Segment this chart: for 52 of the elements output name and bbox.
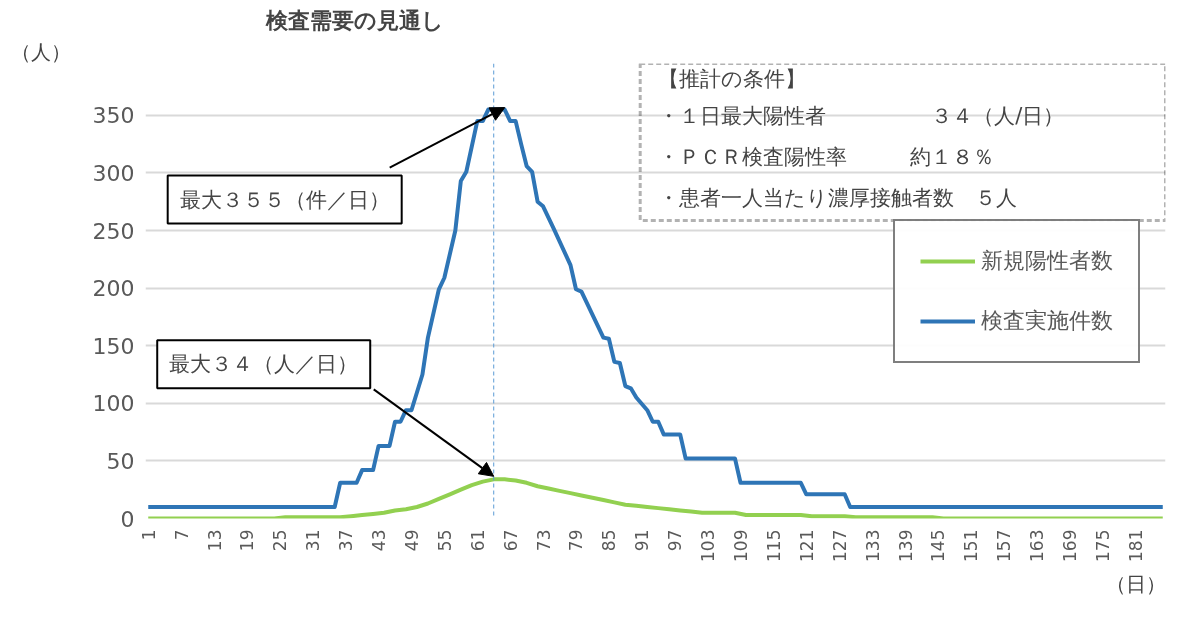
x-tick-label: 145: [928, 529, 949, 562]
x-tick-label: 151: [961, 529, 982, 562]
x-tick-label: 37: [336, 529, 357, 552]
x-axis-title: （日）: [1105, 571, 1166, 596]
y-tick-label: 150: [92, 333, 135, 359]
line-series: [146, 107, 1165, 509]
y-axis-title: （人）: [10, 39, 71, 64]
x-tick-label: 7: [171, 529, 192, 541]
x-tick-label: 19: [237, 529, 258, 552]
annotation: ・ＰＣＲ検査陽性率 約１８％: [658, 144, 995, 169]
x-tick-label: 97: [665, 529, 686, 552]
x-tick-label: 25: [270, 529, 291, 552]
x-tick-label: 109: [731, 529, 751, 562]
y-tick-label: 300: [92, 160, 135, 186]
x-tick-label: 157: [994, 529, 1015, 562]
chart-title: 検査需要の見通し: [264, 7, 444, 33]
x-tick-label: 61: [467, 529, 488, 552]
annotation: ・患者一人当たり濃厚接触者数 ５人: [658, 185, 1018, 210]
x-tick-label: 49: [401, 529, 422, 552]
y-tick-label: 200: [92, 276, 135, 302]
x-tick-label: 13: [204, 529, 225, 552]
x-tick-label: 67: [500, 529, 521, 552]
x-tick-label: 103: [698, 529, 719, 562]
x-tick-label: 175: [1092, 529, 1113, 562]
x-tick-label: 121: [796, 529, 817, 562]
y-tick-label: 350: [92, 103, 135, 129]
y-tick-label: 50: [106, 448, 135, 474]
legend-label: 新規陽性者数: [981, 246, 1113, 275]
x-tick-label: 115: [763, 529, 784, 562]
annotation: 【推計の条件】: [658, 67, 807, 92]
annotation: ・１日最大陽性者 ３４（人/日）: [658, 103, 1065, 128]
y-tick-label: 250: [92, 218, 135, 244]
x-tick-label: 169: [1060, 529, 1081, 562]
annotation: 最大３４（人／日）: [169, 352, 359, 377]
x-tick-label: 85: [599, 529, 620, 552]
x-tick-label: 181: [1125, 529, 1146, 562]
x-tick-label: 91: [632, 529, 653, 552]
x-tick-label: 139: [895, 529, 916, 562]
x-tick-label: 31: [303, 529, 324, 552]
x-tick-label: 127: [829, 529, 850, 562]
y-tick-label: 0: [120, 506, 135, 532]
y-tick-label: 100: [92, 391, 135, 417]
annotation: 最大３５５（件／日）: [179, 187, 390, 212]
x-tick-label: 55: [434, 529, 455, 552]
x-tick-label: 1: [138, 529, 159, 541]
x-tick-label: 43: [369, 529, 390, 552]
x-tick-label: 79: [566, 529, 587, 552]
legend-label: 検査実施件数: [981, 306, 1113, 335]
x-tick-label: 73: [533, 529, 554, 552]
line-series: [146, 477, 1165, 519]
x-tick-label: 163: [1027, 529, 1048, 562]
x-tick-label: 133: [862, 529, 883, 562]
